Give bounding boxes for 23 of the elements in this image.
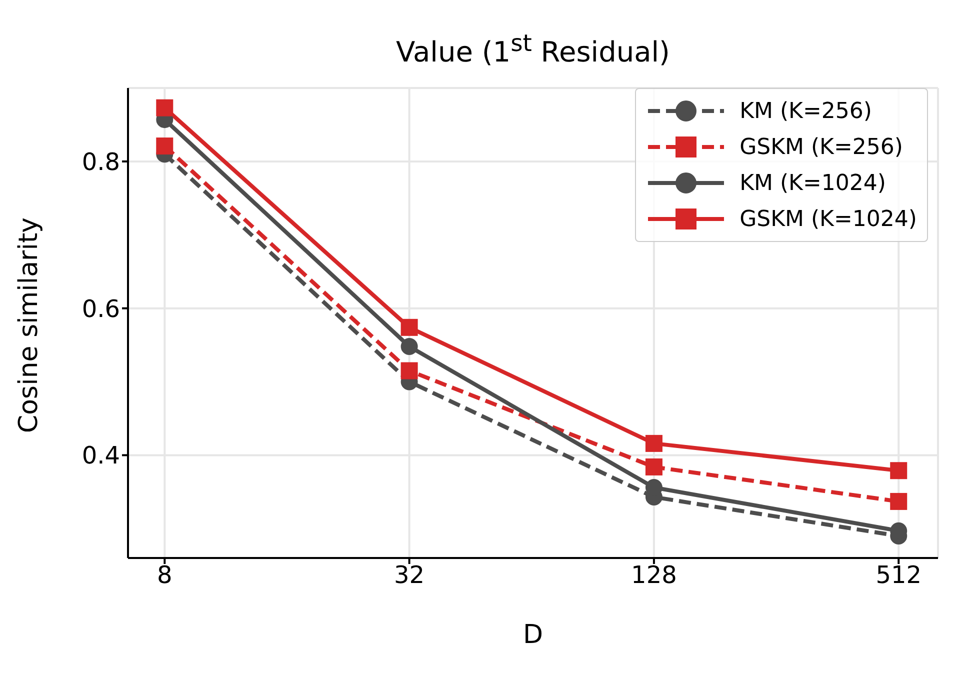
legend-label: GSKM (K=1024)	[740, 206, 917, 232]
point	[890, 492, 908, 510]
x-tick-label: 8	[157, 561, 172, 590]
point	[400, 318, 418, 336]
x-tick-label: 128	[631, 561, 677, 590]
point	[645, 458, 662, 476]
point	[400, 362, 418, 380]
legend-label: GSKM (K=256)	[740, 134, 903, 160]
point	[645, 434, 662, 452]
legend-label: KM (K=256)	[740, 98, 872, 124]
point	[890, 462, 908, 480]
y-tick-label: 0.4	[82, 442, 120, 470]
point	[400, 338, 418, 355]
y-tick-label: 0.8	[82, 148, 120, 176]
point	[156, 138, 174, 155]
x-tick-label: 512	[876, 561, 922, 590]
legend-label: KM (K=1024)	[740, 170, 886, 196]
point	[156, 99, 174, 116]
chart-title: Value (1$^{st}$ Residual)	[395, 28, 671, 70]
y-axis-title: Cosine similarity	[14, 217, 44, 433]
x-tick-label: 32	[394, 561, 425, 590]
x-axis-title: D	[522, 620, 544, 650]
y-tick-label: 0.6	[82, 294, 120, 323]
